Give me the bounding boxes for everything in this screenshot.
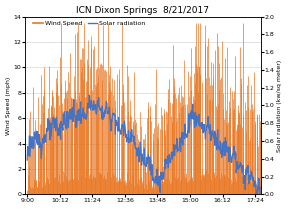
Title: ICN Dixon Springs  8/21/2017: ICN Dixon Springs 8/21/2017: [77, 6, 209, 15]
Y-axis label: Solar radiation (kw/sq meter): Solar radiation (kw/sq meter): [277, 59, 283, 152]
Y-axis label: Wind Speed (mph): Wind Speed (mph): [5, 76, 11, 135]
Legend: Wind Speed, Solar radiation: Wind Speed, Solar radiation: [31, 18, 148, 28]
